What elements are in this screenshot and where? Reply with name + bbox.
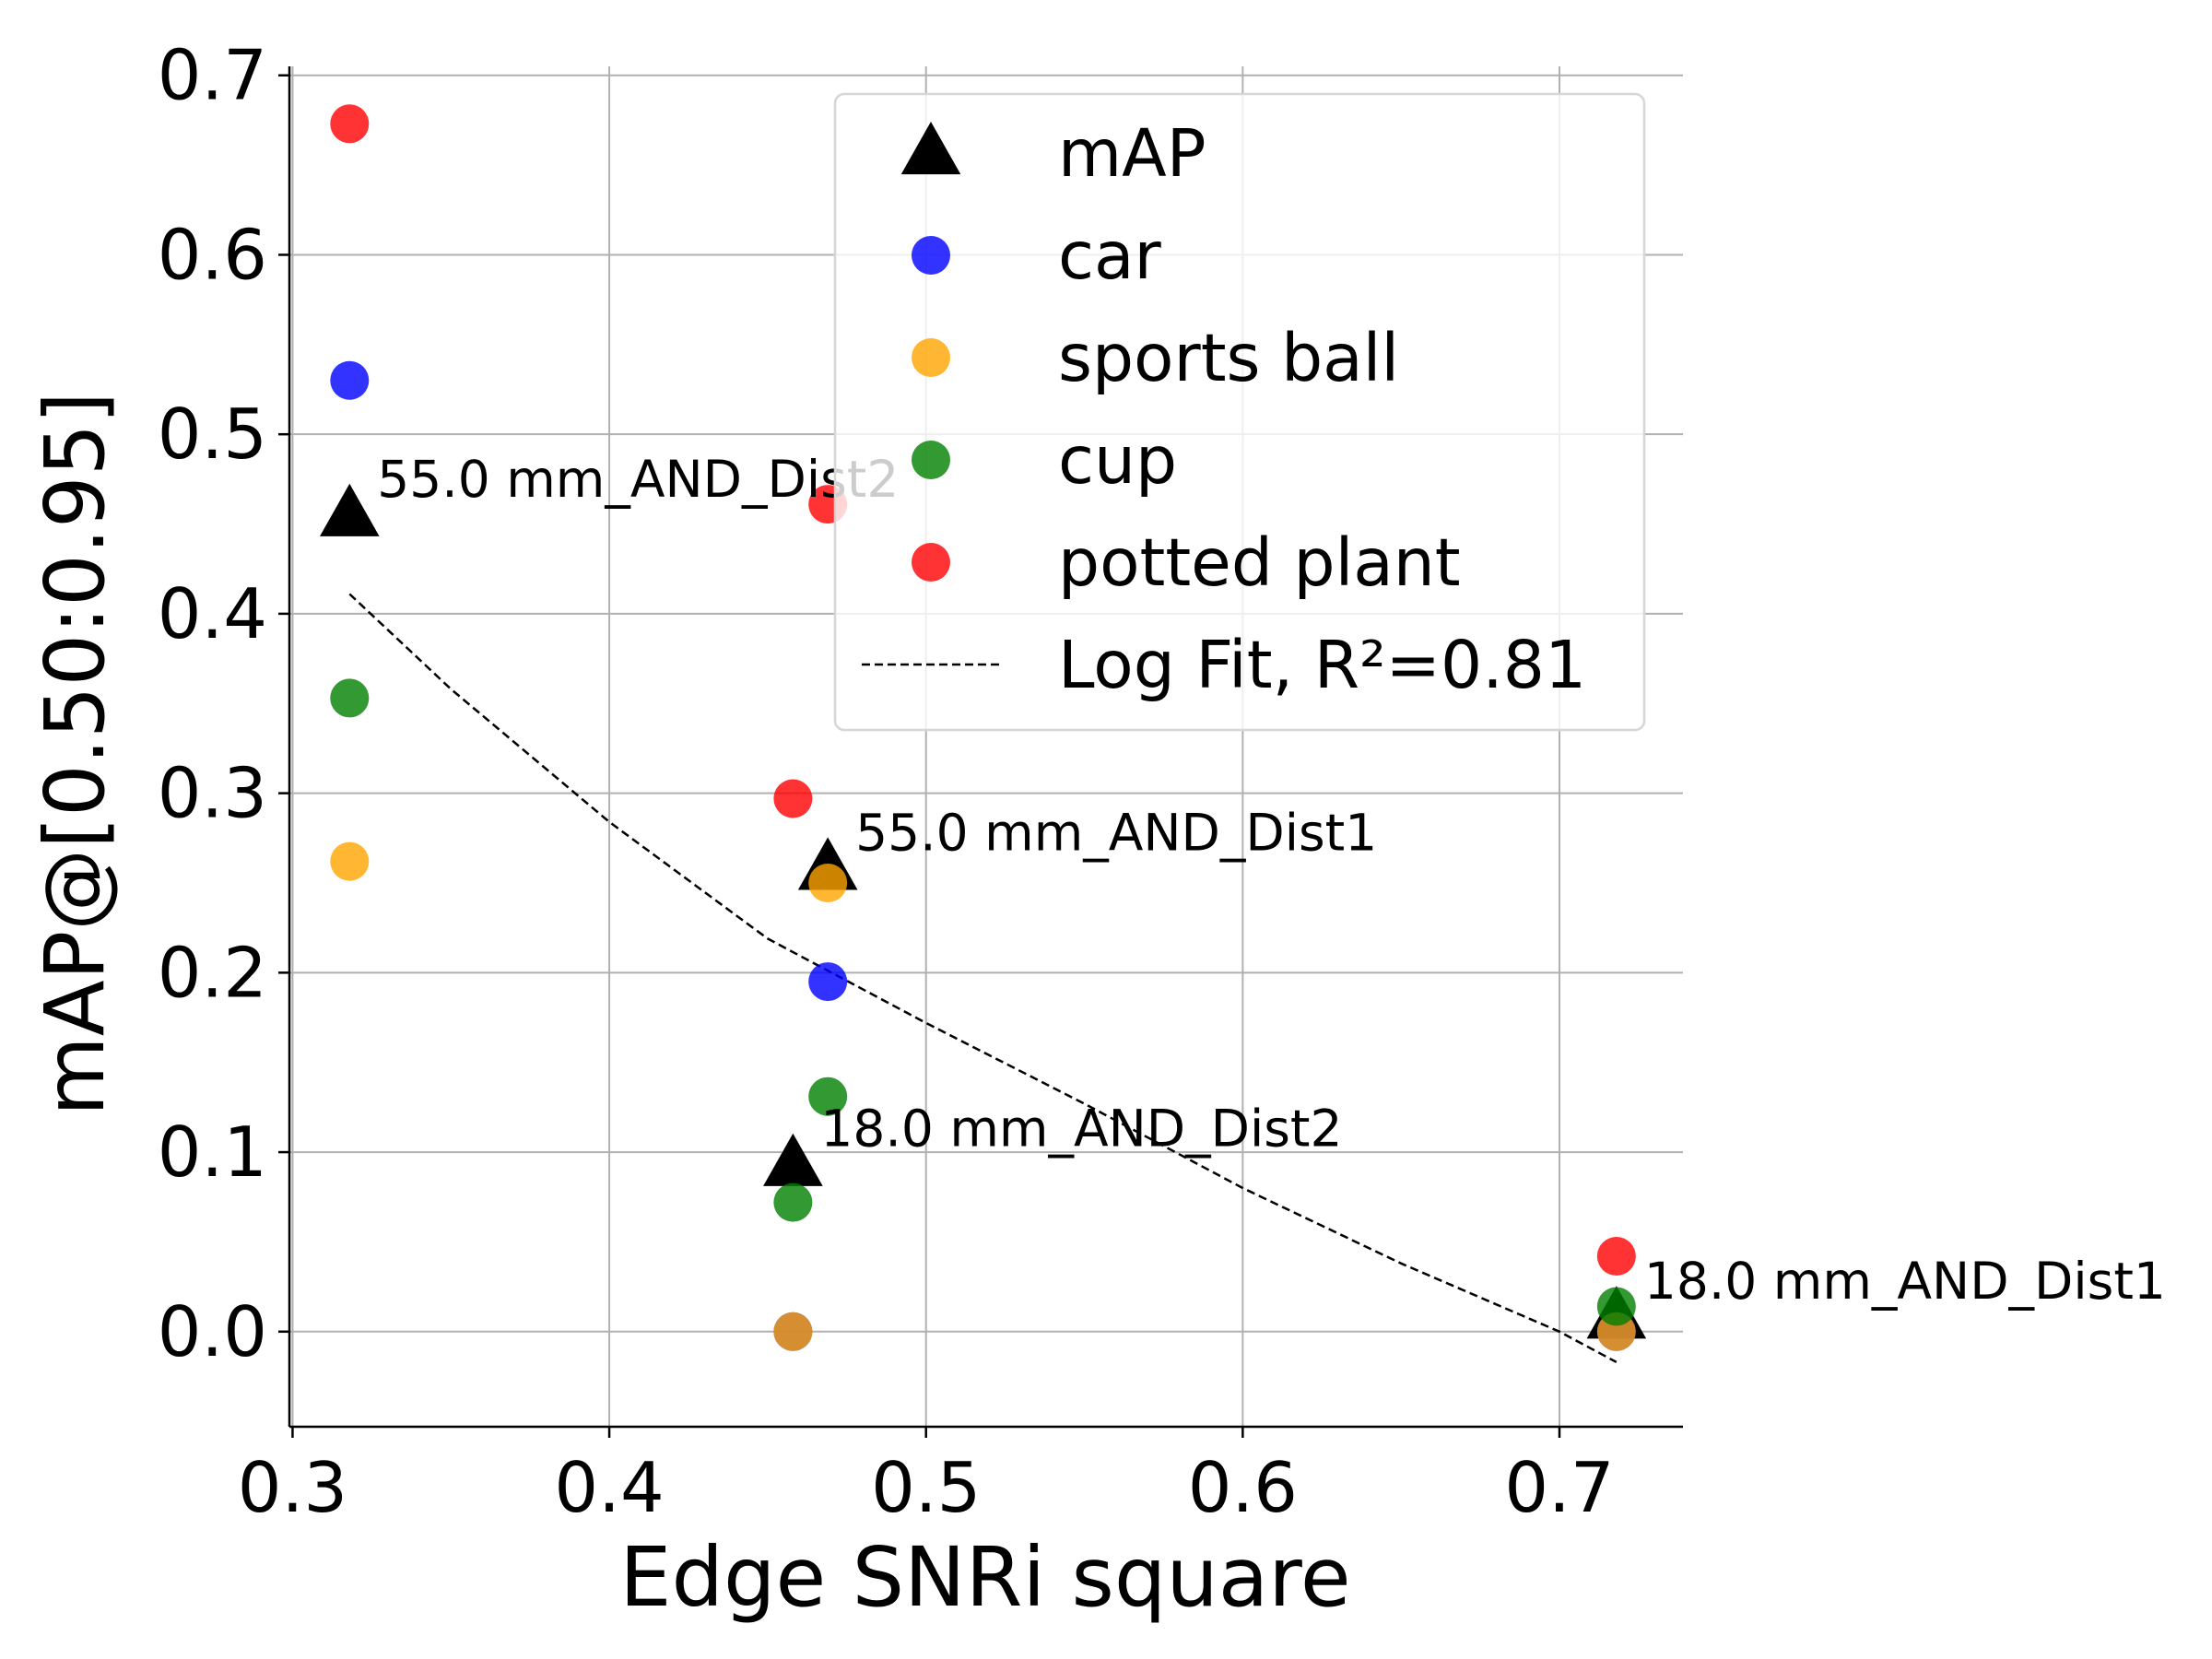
legend: mAP car sports ball cup potted plant Log Fit,… xyxy=(833,92,1646,732)
legend-label: mAP xyxy=(1058,115,1206,192)
y-axis-title: mAP@[0.50:0.95] xyxy=(27,392,123,1116)
y-tick-label: 0.0 xyxy=(158,1291,267,1372)
potted-plant-point xyxy=(330,104,370,144)
point-annotation: 18.0 mm_AND_Dist1 xyxy=(1644,1252,2166,1311)
x-tick-label: 0.6 xyxy=(1188,1447,1298,1528)
annotations: 55.0 mm_AND_Dist2 55.0 mm_AND_Dist1 18.0 m… xyxy=(377,450,2166,1311)
sports-ball-point xyxy=(773,1312,813,1351)
map-triangle-point xyxy=(319,483,380,536)
legend-marker-circle xyxy=(912,543,950,582)
y-tick-label: 0.1 xyxy=(158,1112,267,1193)
legend-label: potted plant xyxy=(1058,524,1461,601)
sports-ball-point xyxy=(808,863,848,902)
legend-marker-circle xyxy=(912,338,950,377)
legend-label: sports ball xyxy=(1058,320,1399,396)
y-tick-label: 0.3 xyxy=(158,753,267,834)
x-tick-label: 0.3 xyxy=(238,1447,347,1528)
cup-point xyxy=(808,1077,848,1116)
y-tick-label: 0.6 xyxy=(158,214,267,295)
x-tick-label: 0.7 xyxy=(1504,1447,1614,1528)
car-point xyxy=(808,962,848,1002)
legend-label: car xyxy=(1058,218,1162,294)
y-tick-label: 0.7 xyxy=(158,35,267,116)
cup-point xyxy=(330,678,370,718)
legend-marker-circle xyxy=(912,236,950,275)
x-tick-label: 0.4 xyxy=(554,1447,664,1528)
y-tick-label: 0.5 xyxy=(158,394,267,475)
cup-point xyxy=(773,1182,813,1222)
legend-marker-circle xyxy=(912,441,950,479)
legend-label: cup xyxy=(1058,422,1177,499)
axes: 0.3 0.4 0.5 0.6 0.7 0.0 0.1 0.2 0.3 0.4 0.5 0.6 0.7 xyxy=(158,35,1683,1528)
x-axis-title: Edge SNRi square xyxy=(619,1529,1350,1625)
potted-plant-point xyxy=(773,779,813,818)
legend-label: Log Fit, R²=0.81 xyxy=(1058,627,1586,703)
cup-point xyxy=(1596,1287,1636,1326)
legend-marker-triangle xyxy=(900,122,961,175)
point-annotation: 55.0 mm_AND_Dist1 xyxy=(855,803,1377,862)
car-point xyxy=(330,360,370,400)
point-annotation: 55.0 mm_AND_Dist2 xyxy=(377,450,899,509)
sports-ball-point xyxy=(330,841,370,881)
point-annotation: 18.0 mm_AND_Dist2 xyxy=(820,1100,1342,1159)
potted-plant-point xyxy=(1596,1237,1636,1277)
map-triangle-point xyxy=(763,1133,823,1186)
x-tick-label: 0.5 xyxy=(871,1447,981,1528)
y-tick-label: 0.2 xyxy=(158,932,267,1013)
data-points xyxy=(319,104,1647,1351)
legend-box xyxy=(833,92,1646,732)
y-tick-label: 0.4 xyxy=(158,573,267,654)
